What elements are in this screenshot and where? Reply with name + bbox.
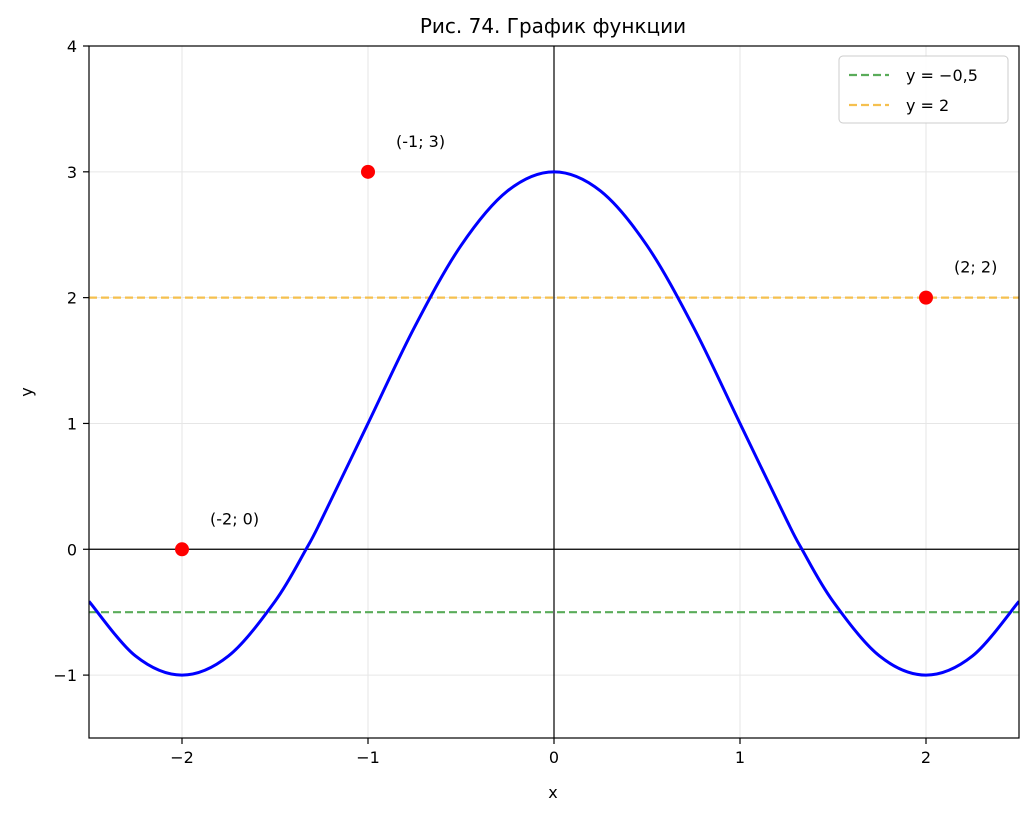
- function-curve: [89, 170, 1019, 677]
- point-label: (-2; 0): [210, 509, 259, 528]
- zero-axes: [89, 46, 1019, 738]
- y-tick-label: 1: [67, 414, 77, 433]
- point-marker: [361, 164, 375, 179]
- point-label: (-1; 3): [396, 132, 445, 151]
- y-tick-label: 2: [67, 289, 77, 308]
- x-axis-label: x: [548, 783, 557, 802]
- point-marker: [175, 542, 189, 557]
- reference-lines: [89, 296, 1019, 614]
- x-tick-label: −2: [170, 748, 194, 767]
- y-ticks: −1 0 1 2 3 4: [53, 37, 89, 685]
- legend-label: y = −0,5: [906, 66, 978, 85]
- point-annotations: (-2; 0) (-1; 3) (2; 2): [210, 132, 997, 528]
- legend-label: y = 2: [906, 96, 949, 115]
- y-tick-label: 4: [67, 37, 77, 56]
- y-tick-label: 3: [67, 163, 77, 182]
- y-tick-label: −1: [53, 666, 77, 685]
- x-ticks: −2 −1 0 1 2: [170, 738, 931, 767]
- x-tick-label: 0: [549, 748, 559, 767]
- point-marker: [919, 290, 933, 305]
- legend-box: [838, 55, 1009, 124]
- function-curve-group: [89, 170, 1019, 677]
- point-label: (2; 2): [954, 258, 997, 277]
- y-tick-label: 0: [67, 540, 77, 559]
- marked-points: [175, 164, 933, 557]
- x-tick-label: −1: [356, 748, 380, 767]
- chart-title: Рис. 74. График функции: [420, 14, 686, 38]
- x-tick-label: 1: [735, 748, 745, 767]
- legend: y = −0,5 y = 2: [838, 55, 1009, 124]
- y-axis-label: y: [17, 387, 36, 396]
- x-tick-label: 2: [921, 748, 931, 767]
